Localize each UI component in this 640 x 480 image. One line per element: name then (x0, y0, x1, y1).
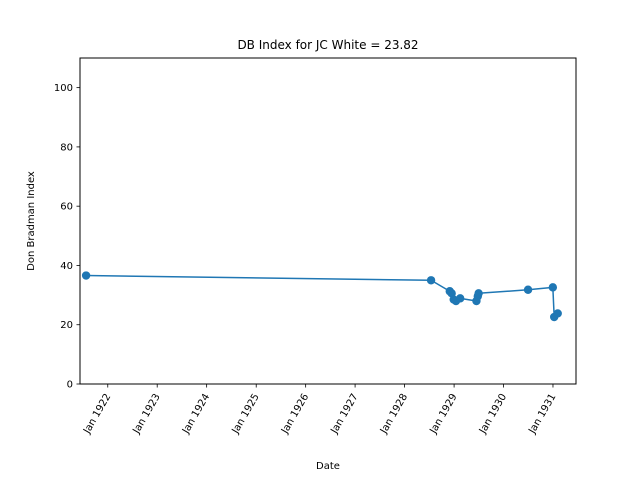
x-tick-label: Jan 1926 (279, 392, 311, 437)
series-line (86, 274, 559, 318)
y-tick-label: 40 (60, 261, 73, 272)
data-point (523, 285, 533, 294)
y-tick-label: 0 (67, 380, 73, 391)
x-tick-label: Jan 1929 (428, 392, 460, 437)
x-tick-label: Jan 1923 (131, 392, 163, 437)
y-tick-label: 60 (60, 202, 73, 213)
plot-frame (79, 57, 577, 385)
x-tick-label: Jan 1922 (81, 392, 113, 437)
x-axis-title: Date (316, 461, 340, 472)
data-point (474, 289, 483, 298)
plot-area (81, 271, 562, 322)
x-tick-label: Jan 1925 (230, 392, 262, 437)
x-tick-label: Jan 1930 (477, 392, 509, 437)
y-axis: 0 20 40 60 80 100 (54, 83, 80, 391)
data-point (455, 294, 465, 303)
data-point (81, 271, 91, 280)
data-point (553, 309, 562, 318)
x-tick-label: Jan 1931 (527, 392, 559, 437)
y-tick-label: 100 (54, 83, 73, 94)
x-tick-label: Jan 1927 (329, 392, 361, 437)
x-tick-label: Jan 1928 (378, 392, 410, 437)
x-tick-label: Jan 1924 (180, 392, 212, 437)
data-point (426, 276, 436, 285)
data-point (548, 283, 558, 292)
x-axis: Jan 1922 Jan 1923 Jan 1924 Jan 1925 Jan 1926… (81, 384, 559, 437)
y-tick-label: 80 (60, 142, 73, 153)
y-tick-label: 20 (60, 320, 73, 331)
chart-title: DB Index for JC White = 23.82 (237, 38, 418, 52)
y-axis-title: Don Bradman Index (26, 171, 37, 271)
